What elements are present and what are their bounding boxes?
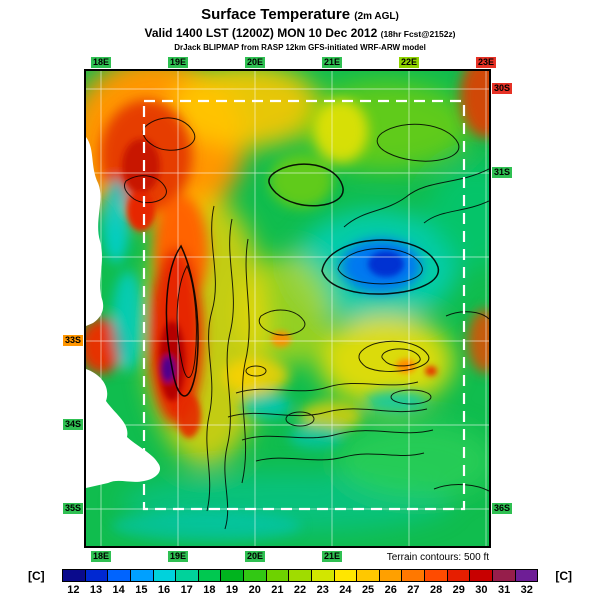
colorbar-segment [266,570,290,581]
title-text: Surface Temperature [201,6,351,23]
colorbar-value: 25 [361,584,375,596]
colorbar-segment [447,570,471,581]
colorbar-segment [289,570,312,581]
colorbar-segment [515,570,538,581]
lon-label-bottom: 20E [244,551,266,562]
title-suffix: (2m AGL) [354,11,399,22]
colorbar-value: 32 [520,584,533,596]
colorbar-value: 18 [203,584,216,596]
terrain-contours [123,117,489,530]
colorbar-segment [153,570,177,581]
page-title: Surface Temperature (2m AGL) [0,6,600,23]
colorbar-value: 22 [293,584,307,596]
colorbar-segment [379,570,403,581]
colorbar-value: 20 [248,584,261,596]
colorbar-value: 27 [407,584,420,596]
colorbar-segment [85,570,109,581]
lat-label-left: 35S [62,503,83,514]
colorbar-segment [108,570,131,581]
lon-label-bottom: 19E [167,551,189,562]
lon-label-top: 18E [90,57,112,68]
valid-suffix: (18hr Fcst@2152z) [380,29,456,39]
colorbar-value: 28 [429,584,443,596]
colorbar-segment [357,570,380,581]
lon-label-top: 20E [244,57,266,68]
model-line: DrJack BLIPMAP from RASP 12km GFS-initia… [174,43,426,52]
colorbar-segment [334,570,358,581]
unit-label-right: [C] [555,569,572,583]
lon-label-bottom: 18E [90,551,112,562]
lon-label-top: 22E [398,57,420,68]
lon-label-top: 23E [475,57,497,68]
unit-label-left: [C] [28,569,45,583]
lat-label-right: 31S [492,167,513,178]
colorbar-segment [402,570,425,581]
lon-label-bottom: 21E [321,551,343,562]
colorbar-segments [62,569,538,582]
valid-text: Valid 1400 LST (1200Z) MON 10 Dec 2012 [144,26,378,40]
ocean-mask [86,137,161,488]
terrain-note: Terrain contours: 500 ft [386,552,489,563]
colorbar-value: 17 [180,584,193,596]
map-frame [84,69,491,548]
colorbar-value: 16 [157,584,171,596]
colorbar-value: 31 [497,584,511,596]
colorbar-segment [311,570,335,581]
lat-label-right: 30S [492,83,513,94]
colorbar-segment [492,570,516,581]
lat-label-left: 34S [62,419,83,430]
temperature-field [86,71,489,546]
valid-line: Valid 1400 LST (1200Z) MON 10 Dec 2012 (… [0,26,600,40]
colorbar-segment [470,570,493,581]
colorbar-value: 21 [271,584,284,596]
colorbar-segment [198,570,222,581]
colorbar-segment [425,570,448,581]
domain-boundary [142,99,466,511]
colorbar-segment [63,570,86,581]
colorbar-value: 14 [112,584,125,596]
colorbar-values: 12 13 14 15 16 17 18 19 20 21 22 23 24 25 26 27 28 29 30 31… [62,584,538,596]
colorbar-segment [130,570,154,581]
colorbar-value: 13 [89,584,103,596]
colorbar-value: 12 [67,584,80,596]
colorbar-value: 15 [135,584,148,596]
colorbar-value: 29 [452,584,465,596]
colorbar-value: 24 [339,584,352,596]
temp-blobs-medium [86,71,489,541]
colorbar-value: 19 [225,584,239,596]
colorbar-value: 23 [316,584,329,596]
lon-label-top: 19E [167,57,189,68]
terrain-contours-bold [165,163,439,397]
colorbar-value: 30 [475,584,488,596]
lat-label-right: 36S [492,503,513,514]
colorbar-segment [221,570,244,581]
lon-label-top: 21E [321,57,343,68]
colorbar-segment [244,570,267,581]
colorbar-segment [176,570,199,581]
lat-label-left: 33S [62,335,83,346]
colorbar-value: 26 [384,584,397,596]
